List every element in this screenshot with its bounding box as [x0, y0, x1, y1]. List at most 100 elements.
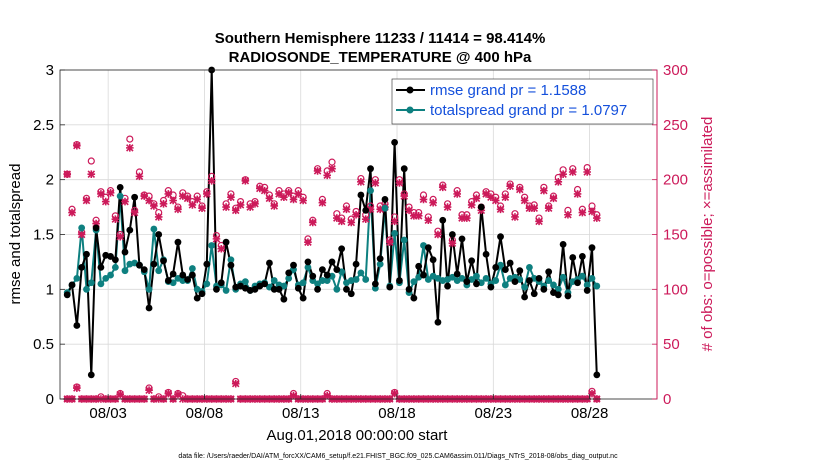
x-tick-label: 08/23 — [475, 405, 513, 422]
obs-assimilated-point — [554, 178, 563, 186]
obs-assimilated-point — [164, 190, 173, 198]
rmse-point — [569, 254, 577, 261]
obs-assimilated-point — [366, 205, 375, 214]
spread-point — [333, 285, 341, 293]
obs-assimilated-point — [515, 185, 524, 194]
rmse-point — [453, 270, 461, 278]
rmse-point — [506, 259, 514, 267]
rmse-point — [545, 268, 553, 276]
rmse-point — [299, 294, 307, 302]
obs-assimilated-point — [241, 176, 250, 185]
rmse-point — [87, 371, 95, 379]
y-tick-label-left: 3 — [46, 62, 54, 79]
rmse-point — [251, 285, 259, 293]
obs-assimilated-point — [410, 212, 418, 220]
spread-point — [376, 260, 384, 268]
spread-point — [208, 242, 216, 249]
rmse-point — [261, 280, 269, 288]
spread-point — [150, 225, 158, 233]
spread-point — [73, 274, 81, 282]
rmse-point — [530, 290, 538, 298]
rmse-point — [400, 165, 408, 173]
rmse-point — [391, 138, 399, 146]
rmse-point — [155, 231, 163, 238]
spread-point — [116, 192, 124, 200]
obs-assimilated-point — [150, 202, 158, 210]
obs-assimilated-point — [395, 179, 404, 187]
rmse-point — [78, 264, 86, 271]
obs-assimilated-point — [342, 205, 351, 214]
obs-assimilated-point — [106, 189, 115, 197]
rmse-point — [405, 285, 413, 293]
rmse-point — [381, 196, 389, 203]
rmse-point — [107, 253, 114, 260]
obs-assimilated-point — [294, 190, 303, 198]
rmse-point — [121, 248, 129, 256]
legend-marker-spread — [406, 106, 414, 114]
obs-assimilated-point — [111, 215, 120, 223]
obs-assimilated-point — [511, 213, 519, 221]
obs-assimilated-point — [265, 194, 274, 203]
rmse-point — [328, 258, 336, 266]
obs-assimilated-point — [63, 170, 72, 178]
rmse-point — [554, 291, 562, 299]
spread-point — [545, 277, 553, 284]
rmse-point — [492, 264, 500, 271]
spread-point — [381, 204, 389, 212]
right-axis: 0 50 100 150 200 250 300 — [652, 62, 688, 408]
rmse-point — [347, 290, 355, 298]
y-tick-label-right: 150 — [663, 227, 688, 244]
spread-point — [280, 282, 288, 290]
obs-assimilated-point — [289, 195, 298, 204]
spread-point — [410, 278, 418, 286]
rmse-point — [136, 261, 143, 269]
y-axis-label-right: # of obs: o=possible; ×=assimilated — [699, 117, 716, 352]
rmse-point — [318, 266, 326, 273]
obs-assimilated-point — [193, 195, 202, 204]
rmse-point — [583, 287, 591, 294]
obs-assimilated-point — [376, 205, 384, 214]
rmse-point — [184, 276, 191, 283]
obs-assimilated-point — [145, 386, 153, 395]
rmse-point — [463, 278, 471, 286]
spread-point — [400, 236, 408, 244]
spread-point — [458, 274, 466, 282]
rmse-point — [458, 235, 466, 243]
obs-assimilated-point — [308, 218, 317, 227]
legend-label-spread: totalspread grand pr = 1.0797 — [430, 102, 627, 119]
obs-assimilated-point — [246, 203, 254, 211]
obs-assimilated-point — [333, 214, 341, 222]
obs-assimilated-point — [559, 170, 567, 178]
rmse-point — [323, 271, 331, 279]
x-axis: 08/03 08/08 08/13 08/18 08/23 08/28 — [89, 394, 608, 422]
chart-subtitle: RADIOSONDE_TEMPERATURE @ 400 hPa — [229, 49, 532, 66]
rmse-point — [424, 244, 432, 252]
rmse-point — [150, 260, 158, 268]
obs-assimilated-point — [323, 391, 332, 400]
obs-assimilated-point — [231, 206, 240, 215]
rmse-point — [309, 272, 317, 280]
rmse-point — [294, 284, 302, 292]
rmse-point — [131, 193, 139, 201]
obs-assimilated-point — [313, 167, 322, 175]
obs-assimilated-point — [337, 217, 346, 226]
y-tick-label-right: 200 — [663, 172, 688, 189]
obs-assimilated-point — [361, 215, 370, 223]
y-tick-label-right: 250 — [663, 117, 688, 134]
left-axis: 0 0.5 1 1.5 2 2.5 3 — [33, 62, 65, 408]
spread-point — [362, 276, 370, 283]
legend: rmse grand pr = 1.1588 totalspread grand… — [391, 78, 654, 125]
spread-point — [111, 264, 119, 271]
spread-point — [121, 267, 129, 275]
obs-assimilated-point — [593, 214, 601, 222]
rmse-point — [540, 285, 548, 293]
rmse-point — [434, 318, 442, 326]
obs-assimilated-point — [472, 194, 481, 203]
spread-point — [318, 277, 326, 284]
rmse-point — [357, 191, 365, 199]
obs-assimilated-point — [318, 198, 327, 207]
obs-assimilated-point — [256, 184, 264, 193]
obs-assimilated-point — [482, 190, 490, 198]
rmse-point — [343, 285, 350, 293]
